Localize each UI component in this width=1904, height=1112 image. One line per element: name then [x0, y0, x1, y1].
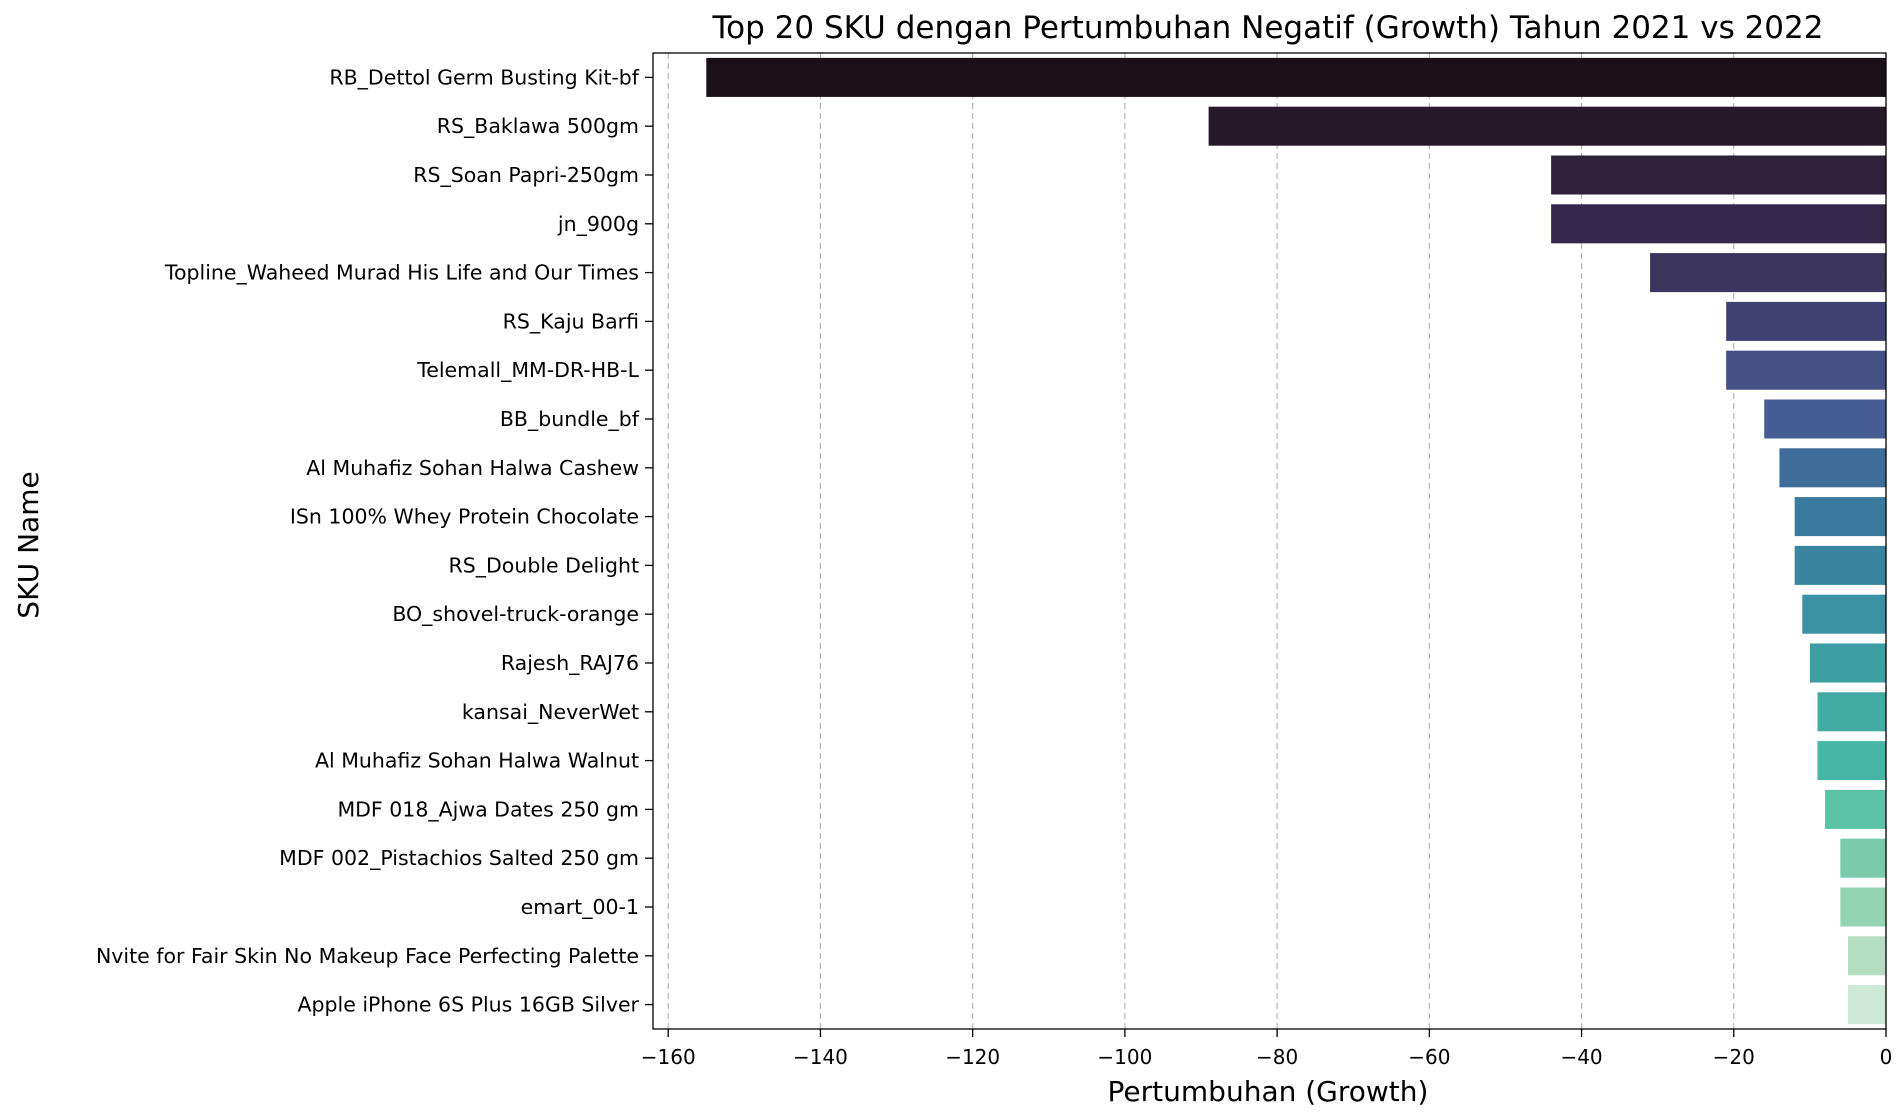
axes-frame [652, 52, 1887, 1030]
y-tick-label: Apple iPhone 6S Plus 16GB Silver [297, 993, 639, 1017]
bar [1726, 350, 1886, 390]
bar [1779, 448, 1886, 488]
y-tick-label: ISn 100% Whey Protein Chocolate [290, 505, 639, 529]
x-tick-label: −120 [945, 1045, 1000, 1069]
y-tick-label: Nvite for Fair Skin No Makeup Face Perfe… [96, 944, 639, 968]
bar [1551, 155, 1886, 195]
bar [1794, 545, 1886, 585]
y-tick-label: RS_Kaju Barfi [503, 309, 639, 334]
bar [1802, 594, 1886, 634]
y-tick-label: emart_00-1 [521, 895, 639, 920]
plot-frame [652, 52, 1887, 1030]
y-tick-label: Al Muhafiz Sohan Halwa Cashew [306, 456, 639, 480]
bar [1817, 741, 1886, 781]
x-axis-ticks: −160 −140 −120 −100 −80 −60 −40 −20 0 [641, 1029, 1893, 1069]
y-tick-label: Topline_Waheed Murad His Life and Our Ti… [164, 261, 639, 286]
y-tick-label: MDF 002_Pistachios Salted 250 gm [279, 846, 639, 871]
bar [1840, 838, 1886, 878]
x-tick-label: −100 [1097, 1045, 1152, 1069]
y-tick-label: MDF 018_Ajwa Dates 250 gm [337, 797, 639, 822]
y-tick-label: RB_Dettol Germ Busting Kit-bf [329, 65, 639, 90]
x-tick-label: 0 [1880, 1045, 1893, 1069]
bar [1726, 301, 1886, 341]
bar [1794, 497, 1886, 537]
y-tick-label: BB_bundle_bf [500, 407, 640, 432]
bar [1208, 106, 1886, 146]
y-axis-label: SKU Name [12, 471, 45, 618]
bar [1825, 789, 1886, 829]
y-tick-label: Rajesh_RAJ76 [501, 651, 639, 676]
y-tick-label: BO_shovel-truck-orange [392, 602, 639, 627]
bar [706, 57, 1886, 97]
bar [1809, 643, 1886, 683]
bar [1840, 887, 1886, 927]
y-tick-label: RS_Soan Papri-250gm [413, 163, 639, 188]
y-tick-label: RS_Double Delight [449, 553, 640, 578]
bars [706, 57, 1886, 1025]
y-tick-label: Telemall_MM-DR-HB-L [416, 358, 639, 383]
x-tick-label: −20 [1713, 1045, 1755, 1069]
y-tick-label: Al Muhafiz Sohan Halwa Walnut [315, 749, 639, 773]
y-tick-label: RS_Baklawa 500gm [437, 114, 639, 139]
x-tick-label: −80 [1256, 1045, 1298, 1069]
bar [1650, 253, 1886, 293]
bar [1847, 985, 1886, 1025]
y-axis-ticks: RB_Dettol Germ Busting Kit-bf RS_Baklawa … [96, 65, 653, 1017]
y-tick-label: kansai_NeverWet [462, 700, 639, 725]
bar [1817, 692, 1886, 732]
bar [1551, 204, 1886, 244]
bar [1847, 936, 1886, 976]
x-tick-label: −160 [641, 1045, 696, 1069]
x-tick-label: −60 [1408, 1045, 1450, 1069]
grid-lines [667, 53, 1887, 1029]
bar [1764, 399, 1886, 439]
x-axis-label: Pertumbuhan (Growth) [1108, 1075, 1429, 1108]
x-tick-label: −140 [793, 1045, 848, 1069]
x-tick-label: −40 [1560, 1045, 1602, 1069]
chart-title: Top 20 SKU dengan Pertumbuhan Negatif (G… [712, 10, 1824, 46]
y-tick-label: jn_900g [557, 212, 639, 237]
